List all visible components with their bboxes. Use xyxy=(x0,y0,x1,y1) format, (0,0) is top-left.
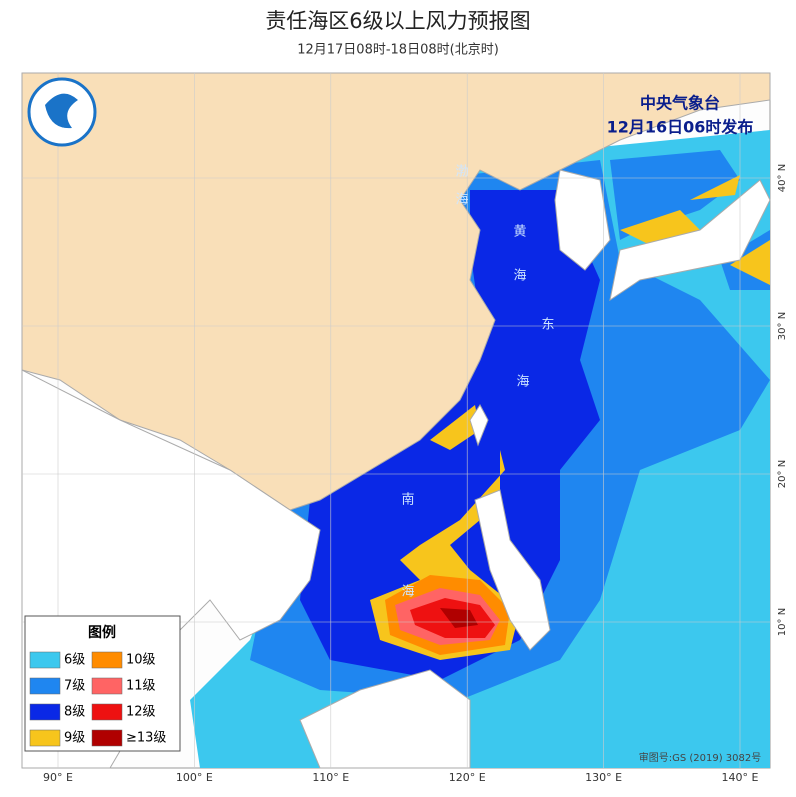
sea-label: 海 xyxy=(516,375,529,390)
zone-13 xyxy=(440,608,478,628)
sea-label: 海 xyxy=(401,585,414,600)
sea-label: 东 xyxy=(541,318,554,333)
lon-label: 110° E xyxy=(312,771,349,784)
land-korea xyxy=(554,169,611,271)
land-china xyxy=(21,72,771,511)
legend-swatch xyxy=(91,703,123,721)
lon-label: 140° E xyxy=(722,771,759,784)
land-borneo xyxy=(299,669,471,769)
legend-label: 6级 xyxy=(64,653,85,668)
title: 责任海区6级以上风力预报图 xyxy=(265,9,530,33)
legend-swatch xyxy=(29,651,61,669)
legend-swatch xyxy=(29,677,61,695)
sea-label: 海 xyxy=(513,269,526,284)
issue-time: 12月16日06时发布 xyxy=(607,118,754,137)
sea-label: 黄 xyxy=(513,225,526,240)
labels: 90° E 100° E 110° E 120° E 130° E 140° E 40° N… xyxy=(43,164,788,785)
lon-label: 90° E xyxy=(43,771,73,784)
legend-swatch xyxy=(91,651,123,669)
approval: 审图号:GS (2019) 3082号 xyxy=(639,751,762,764)
sea-label: 渤 xyxy=(455,164,468,180)
legend-label: 7级 xyxy=(64,679,85,694)
lon-label: 120° E xyxy=(449,771,486,784)
land-philippines xyxy=(474,489,551,651)
subtitle: 12月17日08时-18日08时(北京时) xyxy=(297,43,499,58)
lat-label: 40° N xyxy=(777,164,788,192)
lon-label: 130° E xyxy=(585,771,622,784)
legend: 图例 6级 10级 7级 11级 8级 12级 9级 ≥13级 xyxy=(24,615,181,752)
logo-mark xyxy=(45,93,78,129)
legend-label: 12级 xyxy=(126,705,156,720)
legend-label: 8级 xyxy=(64,705,85,720)
legend-label: 10级 xyxy=(126,653,156,668)
lat-label: 30° N xyxy=(777,312,788,340)
legend-swatch xyxy=(29,703,61,721)
agency: 中央气象台 xyxy=(640,94,720,113)
legend-label: 9级 xyxy=(64,731,85,746)
legend-swatch xyxy=(91,677,123,695)
legend-swatch xyxy=(29,729,61,747)
sea-label: 海 xyxy=(455,193,468,208)
map: 中央气象台 12月16日06时发布 审图号:GS (2019) 3082号 xyxy=(21,72,771,769)
legend-title: 图例 xyxy=(88,624,116,641)
lat-label: 10° N xyxy=(777,608,788,636)
legend-label: ≥13级 xyxy=(126,731,166,746)
zone-9-north xyxy=(620,175,770,285)
legend-label: 11级 xyxy=(126,679,156,694)
lat-label: 20° N xyxy=(777,460,788,488)
legend-swatch xyxy=(91,729,123,747)
sea-label: 南 xyxy=(401,492,414,508)
lon-label: 100° E xyxy=(176,771,213,784)
land-taiwan xyxy=(469,404,489,447)
